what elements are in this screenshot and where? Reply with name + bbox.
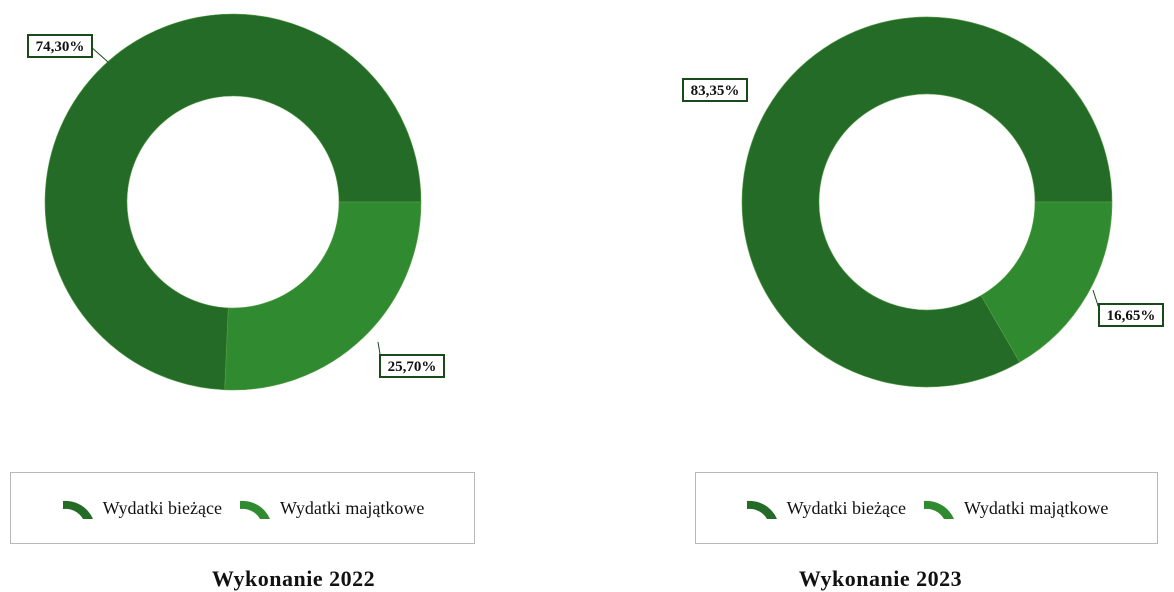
legend-swatch-majatkowe-icon (923, 500, 954, 519)
legend-swatch-biezace-icon (62, 500, 93, 519)
chart-panel-2023: 83,35% 16,65% Wydatki bieżące Wydatki maj… (587, 0, 1174, 592)
legend-item-majatkowe: Wydatki majątkowe (922, 495, 1108, 521)
legend-2023: Wydatki bieżące Wydatki majątkowe (695, 472, 1158, 544)
donut-slice-majatkowe (980, 201, 1113, 363)
data-label-majatkowe: 25,70% (388, 359, 437, 375)
data-label-biezace: 83,35% (691, 83, 740, 99)
legend-label-biezace: Wydatki bieżące (102, 497, 222, 518)
chart-title-2023: Wykonanie 2023 (798, 566, 963, 591)
data-label-biezace: 74,30% (36, 39, 85, 55)
legend-label-majatkowe: Wydatki majątkowe (279, 497, 425, 518)
legend-item-majatkowe: Wydatki majątkowe (238, 495, 424, 521)
legend-label-majatkowe: Wydatki majątkowe (963, 497, 1109, 518)
data-label-box (682, 78, 748, 102)
data-label-box (27, 34, 93, 58)
data-label-box (1098, 303, 1164, 327)
donut-slice-majatkowe (224, 201, 422, 391)
legend-item-biezace: Wydatki bieżące (61, 495, 222, 521)
chart-title-2022: Wykonanie 2022 (211, 566, 376, 591)
legend-item-biezace: Wydatki bieżące (745, 495, 906, 521)
legend-2022: Wydatki bieżące Wydatki majątkowe (10, 472, 475, 544)
donut-slice-biezace (44, 13, 422, 391)
donut-chart-2023: 83,35% 16,65% (682, 16, 1164, 388)
legend-swatch-biezace-icon (746, 500, 777, 519)
legend-label-biezace: Wydatki bieżące (786, 497, 906, 518)
data-label-box (379, 354, 445, 378)
donut-slice-biezace (741, 16, 1113, 388)
donut-chart-2022: 74,30% 25,70% (27, 13, 445, 391)
legend-swatch-majatkowe-icon (239, 500, 270, 519)
data-label-majatkowe: 16,65% (1107, 308, 1156, 324)
chart-panel-2022: 74,30% 25,70% Wydatki bieżące Wydatki maj… (10, 13, 475, 591)
